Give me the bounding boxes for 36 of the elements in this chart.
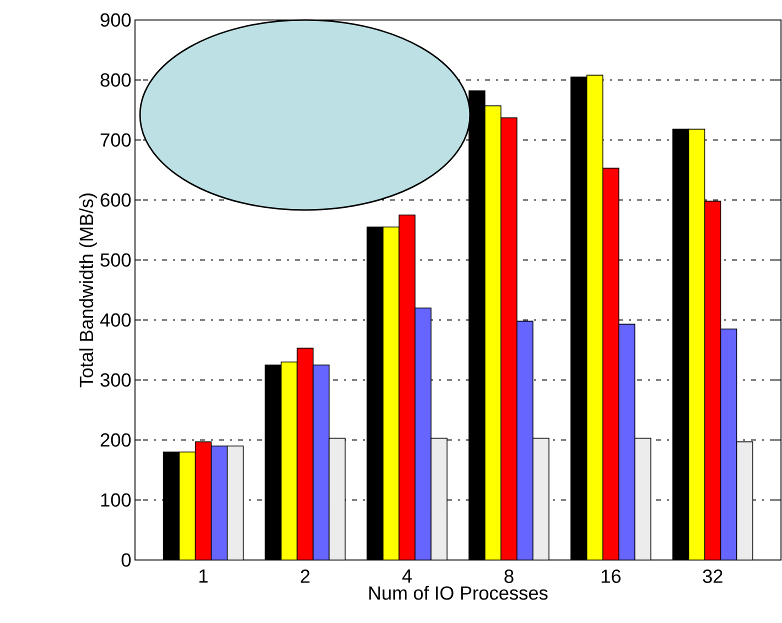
y-tick-label: 200 bbox=[100, 433, 131, 447]
y-tick-label: 600 bbox=[100, 193, 131, 207]
y-tick-label: 700 bbox=[100, 133, 131, 147]
bar bbox=[532, 438, 550, 560]
bar bbox=[296, 348, 314, 560]
x-tick-label: 2 bbox=[300, 570, 310, 583]
bar bbox=[634, 438, 652, 560]
bar bbox=[430, 438, 448, 560]
bar bbox=[328, 438, 346, 560]
y-tick-label: 400 bbox=[100, 313, 131, 327]
y-axis-title: Total Bandwidth (MB/s) bbox=[79, 194, 97, 388]
bar bbox=[312, 364, 330, 560]
bar bbox=[500, 117, 518, 560]
bar bbox=[398, 214, 416, 560]
bar bbox=[516, 320, 534, 560]
bar bbox=[602, 168, 620, 560]
x-tick-label: 4 bbox=[402, 570, 412, 583]
y-tick-label: 900 bbox=[100, 13, 131, 27]
bar bbox=[226, 446, 244, 560]
y-tick-label: 800 bbox=[100, 73, 131, 87]
bar bbox=[210, 446, 228, 560]
y-tick-label: 500 bbox=[100, 253, 131, 267]
y-tick-label: 0 bbox=[122, 553, 131, 567]
bar bbox=[414, 308, 432, 560]
bar bbox=[736, 441, 754, 560]
bar bbox=[618, 324, 636, 560]
x-tick-label: 32 bbox=[702, 570, 722, 583]
bar bbox=[194, 441, 212, 560]
y-tick-label: 100 bbox=[101, 493, 131, 507]
x-tick-label: 1 bbox=[199, 570, 208, 583]
x-tick-label: 16 bbox=[602, 570, 621, 583]
y-tick-label: 300 bbox=[100, 373, 131, 387]
bar bbox=[704, 200, 722, 560]
x-axis-title: Num of IO Processes bbox=[369, 586, 548, 600]
bar bbox=[720, 328, 738, 560]
x-tick-label: 8 bbox=[504, 570, 514, 583]
